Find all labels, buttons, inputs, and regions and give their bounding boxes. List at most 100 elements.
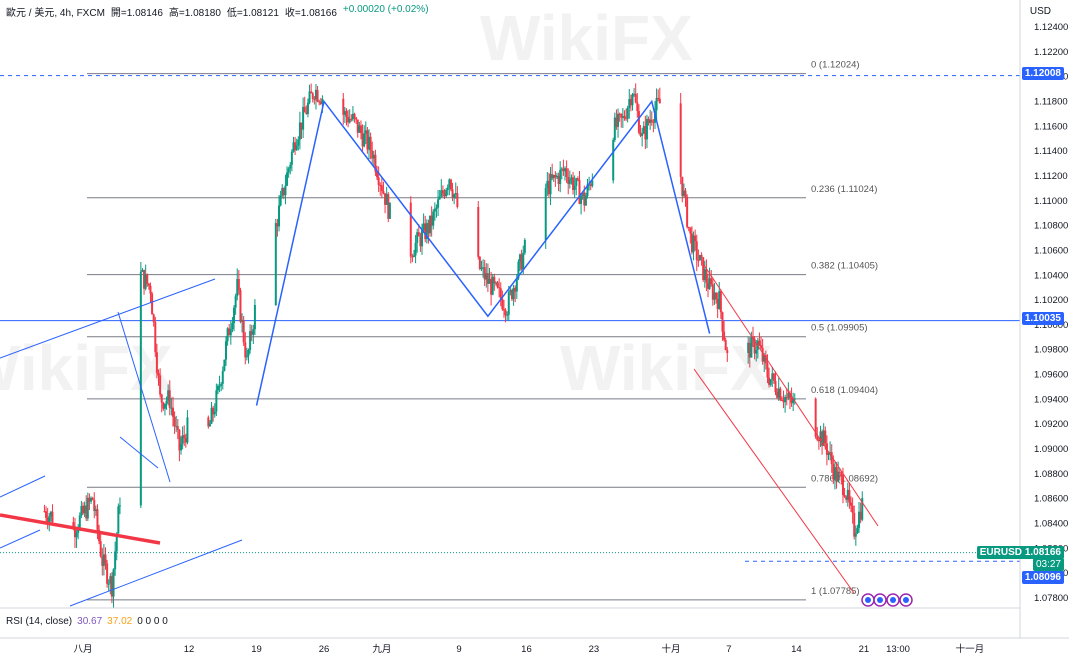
price-candles <box>43 83 864 608</box>
candle-body <box>766 363 769 378</box>
candle-body <box>147 283 150 286</box>
candle-body <box>144 274 147 289</box>
candle-body <box>790 398 793 404</box>
candle-body <box>168 390 171 408</box>
candle-body <box>411 256 414 258</box>
candle-body <box>832 463 835 480</box>
ascending-channel-upper <box>0 278 216 359</box>
time-tick-label: 26 <box>319 644 330 655</box>
price-tick-label: 1.10400 <box>1034 270 1068 281</box>
candle-body <box>282 187 285 196</box>
candle-body <box>295 145 298 150</box>
candle-body <box>167 390 170 401</box>
time-axis[interactable]: 八月 12 19 26 九月 9 16 23 十月 7 14 21 13:00 十一月 <box>0 607 1069 655</box>
horizontal-levels <box>0 75 1020 562</box>
candle-body <box>490 278 493 295</box>
candle-body <box>788 393 791 399</box>
candle-body <box>446 187 449 190</box>
price-tick-label: 1.08800 <box>1034 469 1068 480</box>
candle-body <box>247 349 250 356</box>
symbol-label[interactable]: 歐元 / 美元, 4h, FXCM <box>6 8 105 19</box>
candle-body <box>171 407 174 417</box>
time-tick-label: 13:00 <box>886 644 910 655</box>
candle-body <box>345 111 348 117</box>
candle-body <box>443 193 446 197</box>
time-tick-label: 九月 <box>372 643 391 655</box>
candle-body <box>565 168 568 177</box>
watermark-layer: WikiFX WikiFX WikiFX <box>0 2 773 404</box>
candle-body <box>102 554 105 566</box>
candle-body <box>355 117 358 120</box>
candle-body <box>419 236 422 247</box>
candle-body <box>212 407 215 415</box>
candle-body <box>356 119 359 133</box>
candle-body <box>520 254 523 270</box>
candle-body <box>486 273 489 284</box>
candle-body <box>583 192 586 206</box>
candle-body <box>141 269 144 272</box>
candle-body <box>570 177 573 180</box>
candle-body <box>369 136 372 151</box>
candle-body <box>91 497 94 500</box>
candle-body <box>430 215 433 226</box>
candle-body <box>748 342 751 358</box>
candle-body <box>519 254 522 262</box>
candle-body <box>552 174 555 179</box>
price-tick-label: 1.09000 <box>1034 444 1068 455</box>
candle-body <box>414 242 417 256</box>
event-markers[interactable] <box>861 593 913 607</box>
close-value: 收=1.08166 <box>284 8 337 19</box>
candle-body <box>703 269 706 280</box>
price-tick-label: 1.11200 <box>1034 171 1068 182</box>
candle-body <box>82 505 84 514</box>
candle-body <box>170 407 173 409</box>
candle-body <box>848 489 851 503</box>
candle-body <box>694 235 697 242</box>
candle-body <box>713 292 716 300</box>
candle-body <box>290 151 293 165</box>
candle-body <box>173 416 176 427</box>
high-value: 高=1.08180 <box>168 8 221 19</box>
candle-body <box>316 89 319 102</box>
candle-body <box>110 576 113 597</box>
candle-body <box>117 506 120 534</box>
candle-body <box>46 517 49 523</box>
trend-drawings <box>0 99 879 607</box>
candle-body <box>652 121 655 123</box>
candle-body <box>292 142 295 152</box>
candle-body <box>409 202 412 257</box>
candle-body <box>642 126 645 134</box>
bar-countdown: 03:27 <box>1032 558 1064 571</box>
candle-body <box>310 91 313 94</box>
candle-body <box>218 385 221 387</box>
candle-body <box>711 284 714 300</box>
candle-body <box>342 98 345 115</box>
candle-body <box>629 99 632 106</box>
fib-label-0.236: 0.236 (1.11024) <box>811 184 877 195</box>
candle-body <box>286 172 289 186</box>
candle-body <box>152 314 155 323</box>
candle-body <box>433 208 436 212</box>
rsi-legend[interactable]: RSI (14, close) 30.67 37.02 0 0 0 0 <box>6 616 168 627</box>
candle-body <box>441 190 444 194</box>
candle-body <box>278 205 281 227</box>
candle-body <box>367 136 370 150</box>
candle-body <box>687 226 690 228</box>
candle-body <box>306 102 309 115</box>
candle-body <box>305 112 308 115</box>
price-tick-label: 1.12200 <box>1034 47 1068 58</box>
candle-body <box>557 175 560 184</box>
candle-body <box>314 89 317 99</box>
candle-body <box>684 190 687 197</box>
candle-body <box>724 339 727 351</box>
open-value: 開=1.08146 <box>110 8 163 19</box>
candle-body <box>221 370 224 384</box>
candle-body <box>634 93 637 103</box>
candle-body <box>764 355 767 364</box>
candle-body <box>551 174 554 179</box>
candle-body <box>707 282 710 289</box>
fib-label-1: 1 (1.07785) <box>811 586 860 597</box>
price-tick-label: 1.09600 <box>1034 370 1068 381</box>
candle-body <box>822 430 825 446</box>
